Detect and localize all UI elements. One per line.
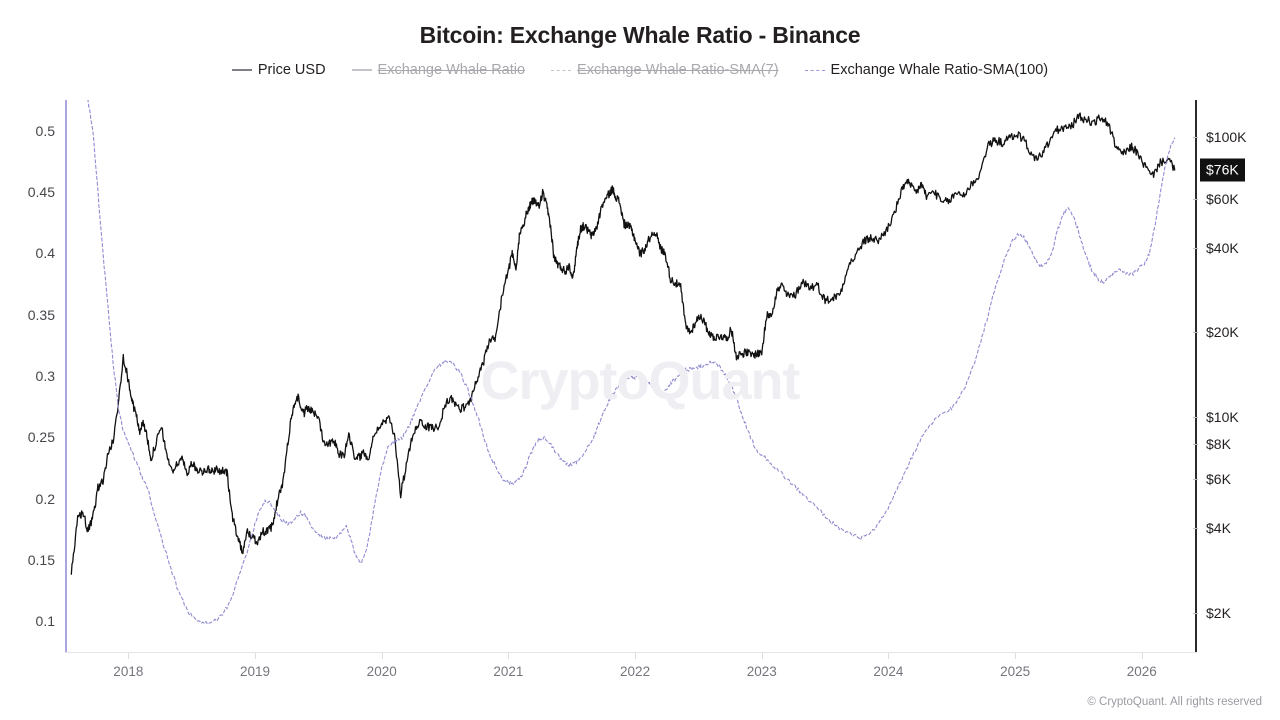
y-axis-right-tick-label: $60K — [1193, 190, 1239, 207]
x-axis-tick-label: 2021 — [493, 653, 524, 679]
x-axis-line — [65, 652, 1197, 653]
y-axis-right-tick-label: $6K — [1193, 471, 1231, 488]
tick-mark — [635, 653, 637, 659]
tick-mark — [888, 653, 890, 659]
legend-marker-line-icon — [231, 69, 252, 72]
legend-item-2[interactable]: Exchange Whale Ratio-SMA(7) — [551, 62, 779, 78]
series-line-0 — [70, 112, 1176, 575]
y-axis-right-tick-text: $40K — [1206, 240, 1239, 257]
y-axis-right-tick-label: $100K — [1193, 128, 1247, 145]
y-axis-right-tick-text: $10K — [1206, 408, 1239, 425]
y-axis-left-tick-label: 0.1 — [35, 613, 55, 630]
y-axis-left-tick-label: 0.15 — [27, 552, 55, 568]
y-axis-right-tick-label: $8K — [1193, 436, 1231, 453]
tick-mark — [1193, 444, 1198, 446]
legend-item-0[interactable]: Price USD — [231, 62, 326, 78]
y-axis-right-line — [1195, 100, 1197, 652]
x-axis-tick-text: 2018 — [113, 664, 144, 679]
tick-mark — [1193, 612, 1198, 614]
x-axis-tick-label: 2023 — [746, 653, 777, 679]
y-axis-right-tick-text: $100K — [1206, 128, 1247, 145]
tick-mark — [255, 653, 257, 659]
tick-mark — [1193, 528, 1198, 530]
y-axis-right-tick-text: $8K — [1206, 436, 1231, 453]
x-axis-tick-text: 2024 — [873, 664, 904, 679]
page-title: Bitcoin: Exchange Whale Ratio - Binance — [419, 22, 861, 48]
chart-legend: Price USD Exchange Whale Ratio Exchange Wh… — [0, 63, 1280, 78]
y-axis-right-tick-text: $6K — [1206, 471, 1231, 488]
tick-mark — [1141, 653, 1143, 659]
y-axis-right-tick-label: $2K — [1193, 604, 1231, 621]
x-axis-tick-text: 2021 — [493, 664, 524, 679]
tick-mark — [508, 653, 510, 659]
y-axis-right-tick-label: $10K — [1193, 408, 1239, 425]
x-axis-tick-label: 2018 — [113, 653, 144, 679]
y-axis-left-tick-label: 0.45 — [27, 184, 55, 200]
series-line-1 — [87, 100, 1176, 625]
legend-item-label: Exchange Whale Ratio-SMA(7) — [577, 62, 779, 78]
tick-mark — [1193, 136, 1198, 138]
y-axis-left-tick-label: 0.2 — [35, 490, 55, 507]
y-axis-right-tick-text: $2K — [1206, 604, 1231, 621]
x-axis-tick-text: 2026 — [1126, 664, 1157, 679]
series-canvas — [70, 100, 1176, 625]
legend-item-label: Exchange Whale Ratio — [377, 62, 526, 78]
legend-marker-line-icon — [351, 69, 372, 72]
tick-mark — [1015, 653, 1017, 659]
y-axis-right-tick-text: $20K — [1206, 324, 1239, 341]
tick-mark — [1193, 332, 1198, 334]
x-axis-tick-label: 2022 — [620, 653, 651, 679]
y-axis-left-tick-label: 0.3 — [35, 368, 55, 384]
legend-marker-line-icon — [551, 69, 572, 71]
x-axis-tick-label: 2019 — [239, 653, 271, 679]
tick-mark — [128, 653, 130, 659]
x-axis-tick-label: 2020 — [366, 653, 397, 679]
tick-mark — [761, 653, 763, 659]
x-axis-tick-label: 2025 — [1000, 653, 1031, 679]
y-axis-left-tick-label: 0.4 — [35, 245, 55, 262]
y-axis-right-tick-text: $60K — [1206, 190, 1239, 207]
copyright-footer: © CryptoQuant. All rights reserved — [1087, 696, 1262, 708]
tick-mark — [1193, 198, 1198, 200]
y-axis-right-tick-label: $4K — [1193, 520, 1231, 537]
x-axis-tick-label: 2026 — [1126, 653, 1157, 679]
x-axis-tick-text: 2019 — [239, 664, 271, 679]
x-axis-tick-text: 2022 — [620, 664, 651, 679]
legend-item-3[interactable]: Exchange Whale Ratio-SMA(100) — [804, 62, 1049, 78]
y-axis-left-tick-label: 0.25 — [27, 429, 55, 446]
legend-marker-line-icon — [804, 69, 825, 71]
y-axis-right-tick-text: $4K — [1206, 520, 1231, 537]
tick-mark — [381, 653, 383, 659]
y-axis-right-tick-label: $20K — [1193, 324, 1239, 341]
y-axis-right-tick-label: $40K — [1193, 240, 1239, 257]
x-axis-tick-text: 2020 — [366, 664, 397, 679]
y-axis-left-line — [65, 100, 67, 652]
current-price-badge: $76K — [1200, 158, 1245, 182]
x-axis-tick-label: 2024 — [873, 653, 904, 679]
legend-item-label: Exchange Whale Ratio-SMA(100) — [830, 62, 1049, 78]
x-axis-tick-text: 2023 — [746, 664, 777, 679]
y-axis-left-tick-label: 0.35 — [27, 306, 55, 323]
tick-mark — [1193, 479, 1198, 481]
plot-area — [65, 100, 1195, 652]
legend-item-1[interactable]: Exchange Whale Ratio — [351, 62, 526, 78]
legend-item-label: Price USD — [257, 62, 326, 78]
x-axis-tick-text: 2025 — [1000, 664, 1031, 679]
tick-mark — [1193, 248, 1198, 250]
y-axis-left-tick-label: 0.5 — [35, 122, 55, 139]
tick-mark — [1193, 416, 1198, 418]
